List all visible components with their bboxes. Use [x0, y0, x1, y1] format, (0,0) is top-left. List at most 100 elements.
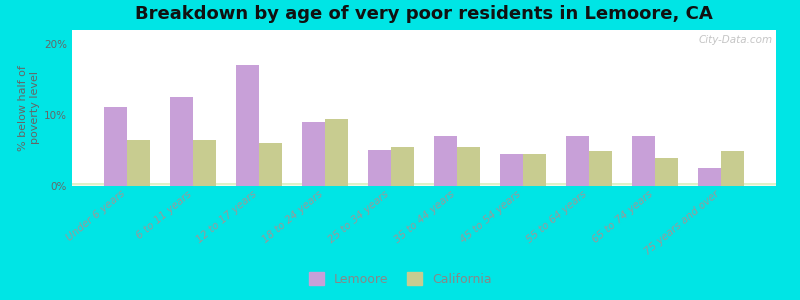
- Bar: [72, 184, 776, 186]
- Bar: [72, 184, 776, 186]
- Bar: [236, 65, 259, 186]
- Bar: [72, 184, 776, 185]
- Bar: [72, 184, 776, 185]
- Bar: [72, 183, 776, 185]
- Bar: [72, 183, 776, 184]
- Bar: [72, 184, 776, 186]
- Bar: [72, 184, 776, 185]
- Bar: [72, 183, 776, 185]
- Bar: [72, 183, 776, 184]
- Bar: [72, 184, 776, 185]
- Bar: [72, 183, 776, 185]
- Bar: [72, 184, 776, 185]
- Bar: [434, 136, 457, 186]
- Bar: [72, 183, 776, 185]
- Bar: [72, 184, 776, 186]
- Bar: [170, 97, 193, 186]
- Bar: [72, 184, 776, 186]
- Bar: [127, 140, 150, 186]
- Bar: [72, 184, 776, 185]
- Bar: [72, 184, 776, 186]
- Bar: [72, 183, 776, 185]
- Bar: [325, 118, 348, 186]
- Bar: [72, 184, 776, 186]
- Bar: [721, 151, 744, 186]
- Bar: [72, 184, 776, 185]
- Bar: [72, 184, 776, 185]
- Bar: [72, 183, 776, 184]
- Bar: [72, 183, 776, 185]
- Bar: [72, 184, 776, 186]
- Bar: [104, 106, 127, 186]
- Bar: [72, 184, 776, 185]
- Bar: [72, 184, 776, 185]
- Bar: [72, 184, 776, 185]
- Text: City-Data.com: City-Data.com: [698, 35, 773, 45]
- Bar: [655, 158, 678, 186]
- Bar: [72, 184, 776, 185]
- Bar: [72, 184, 776, 185]
- Bar: [72, 184, 776, 185]
- Bar: [72, 184, 776, 185]
- Bar: [193, 140, 216, 186]
- Bar: [72, 184, 776, 185]
- Bar: [72, 184, 776, 186]
- Bar: [72, 184, 776, 185]
- Bar: [72, 183, 776, 185]
- Bar: [72, 184, 776, 186]
- Bar: [72, 183, 776, 185]
- Bar: [72, 184, 776, 186]
- Bar: [72, 184, 776, 185]
- Bar: [72, 184, 776, 186]
- Bar: [72, 183, 776, 185]
- Bar: [72, 184, 776, 186]
- Bar: [72, 183, 776, 184]
- Bar: [259, 143, 282, 186]
- Y-axis label: % below half of
poverty level: % below half of poverty level: [18, 65, 40, 151]
- Bar: [72, 184, 776, 185]
- Bar: [72, 184, 776, 185]
- Bar: [72, 183, 776, 184]
- Bar: [72, 184, 776, 186]
- Bar: [72, 184, 776, 186]
- Bar: [72, 184, 776, 186]
- Bar: [72, 183, 776, 185]
- Bar: [72, 183, 776, 184]
- Bar: [72, 184, 776, 185]
- Bar: [72, 183, 776, 184]
- Bar: [72, 184, 776, 186]
- Title: Breakdown by age of very poor residents in Lemoore, CA: Breakdown by age of very poor residents …: [135, 5, 713, 23]
- Bar: [72, 184, 776, 186]
- Bar: [72, 183, 776, 185]
- Bar: [391, 147, 414, 186]
- Bar: [72, 183, 776, 185]
- Bar: [72, 184, 776, 186]
- Bar: [500, 154, 523, 186]
- Bar: [72, 184, 776, 185]
- Bar: [72, 183, 776, 185]
- Bar: [72, 183, 776, 184]
- Bar: [72, 183, 776, 185]
- Legend: Lemoore, California: Lemoore, California: [303, 267, 497, 291]
- Bar: [72, 184, 776, 185]
- Bar: [72, 183, 776, 185]
- Bar: [72, 184, 776, 185]
- Bar: [72, 184, 776, 185]
- Bar: [72, 184, 776, 186]
- Bar: [72, 184, 776, 185]
- Bar: [72, 184, 776, 186]
- Bar: [72, 183, 776, 184]
- Bar: [302, 122, 325, 186]
- Bar: [457, 147, 480, 186]
- Bar: [72, 183, 776, 184]
- Bar: [72, 184, 776, 185]
- Bar: [72, 184, 776, 185]
- Bar: [72, 184, 776, 185]
- Bar: [72, 184, 776, 185]
- Bar: [72, 183, 776, 185]
- Bar: [72, 184, 776, 186]
- Bar: [72, 184, 776, 186]
- Bar: [589, 151, 612, 186]
- Bar: [72, 183, 776, 184]
- Bar: [72, 183, 776, 185]
